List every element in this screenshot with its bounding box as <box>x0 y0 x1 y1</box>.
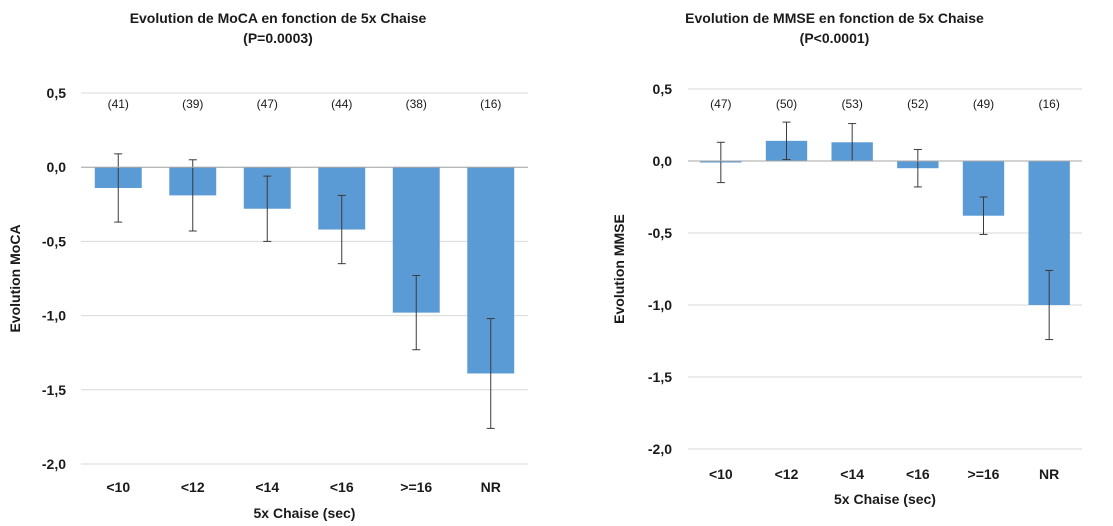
moca-x-tick-label: <10 <box>106 479 130 495</box>
moca-y-tick-label: 0,0 <box>47 159 67 175</box>
moca-count-label: (16) <box>480 97 501 111</box>
moca-x-axis-title: 5x Chaise (sec) <box>254 505 356 521</box>
mmse-x-tick-label: >=16 <box>968 466 1000 482</box>
mmse-count-label: (47) <box>710 97 731 111</box>
moca-x-tick-label: <14 <box>255 479 279 495</box>
moca-count-label: (44) <box>331 97 352 111</box>
moca-chart-panel: Evolution de MoCA en fonction de 5x Chai… <box>0 0 556 526</box>
mmse-count-label: (52) <box>907 97 928 111</box>
mmse-y-tick-label: 0,0 <box>653 153 673 169</box>
mmse-y-tick-label: -1,0 <box>648 297 672 313</box>
moca-y-tick-label: -1,0 <box>42 308 66 324</box>
moca-x-tick-label: <16 <box>330 479 354 495</box>
moca-y-axis-title: Evolution MoCA <box>7 224 23 332</box>
moca-count-label: (41) <box>108 97 129 111</box>
moca-chart-subtitle: (P=0.0003) <box>243 30 313 46</box>
mmse-x-tick-label: <10 <box>709 466 733 482</box>
mmse-count-label: (49) <box>973 97 994 111</box>
mmse-x-tick-label: <14 <box>840 466 864 482</box>
moca-y-tick-label: -2,0 <box>42 456 66 472</box>
mmse-bar-chart: 0,5 0,0 -0,5 -1,0 -1,5 -2,0 (47) <10 (50) <12 (53)… <box>611 81 1082 507</box>
moca-bar-chart: 0,5 0,0 -0,5 -1,0 -1,5 -2,0 (41) <10 (39) <12 (47)… <box>7 85 528 521</box>
moca-chart-title: Evolution de MoCA en fonction de 5x Chai… <box>129 10 427 26</box>
moca-count-label: (39) <box>182 97 203 111</box>
moca-x-tick-label: NR <box>481 479 501 495</box>
moca-x-tick-label: >=16 <box>400 479 432 495</box>
mmse-count-label: (53) <box>841 97 862 111</box>
mmse-x-axis-title: 5x Chaise (sec) <box>834 491 936 507</box>
mmse-y-tick-label: -1,5 <box>648 369 672 385</box>
mmse-chart-panel: Evolution de MMSE en fonction de 5x Chai… <box>556 0 1113 526</box>
mmse-x-tick-label: NR <box>1039 466 1059 482</box>
mmse-y-tick-label: -0,5 <box>648 225 672 241</box>
moca-count-label: (38) <box>406 97 427 111</box>
moca-y-tick-label: -0,5 <box>42 233 66 249</box>
moca-y-tick-label: 0,5 <box>47 85 67 101</box>
mmse-y-tick-label: 0,5 <box>653 81 673 97</box>
mmse-chart-title: Evolution de MMSE en fonction de 5x Chai… <box>685 10 984 26</box>
moca-x-tick-label: <12 <box>181 479 205 495</box>
mmse-count-label: (50) <box>776 97 797 111</box>
mmse-count-label: (16) <box>1038 97 1059 111</box>
mmse-x-tick-label: <12 <box>775 466 799 482</box>
moca-y-tick-label: -1,5 <box>42 382 66 398</box>
mmse-y-tick-label: -2,0 <box>648 441 672 457</box>
mmse-y-axis-title: Evolution MMSE <box>611 214 627 324</box>
mmse-x-tick-label: <16 <box>906 466 930 482</box>
moca-count-label: (47) <box>257 97 278 111</box>
mmse-chart-subtitle: (P<0.0001) <box>799 30 870 46</box>
